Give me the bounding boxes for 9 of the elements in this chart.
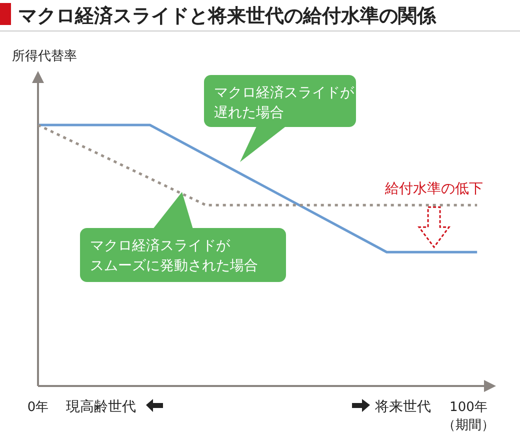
y-axis-title: 所得代替率 [12, 48, 77, 64]
text: マクロ経済スライドがスムーズに発動された場合 [90, 238, 258, 274]
text: マクロ経済スライドが遅れた場合 [214, 85, 355, 121]
x-tick-label: 0年 [27, 400, 49, 415]
text: 将来世代 [374, 399, 431, 415]
text: 現高齢世代 [66, 399, 136, 415]
chart-title: マクロ経済スライドと将来世代の給付水準の関係 [18, 5, 437, 27]
annotation: 給付水準の低下 [384, 181, 484, 198]
x-tick-label: 100年（期間） [442, 400, 494, 433]
